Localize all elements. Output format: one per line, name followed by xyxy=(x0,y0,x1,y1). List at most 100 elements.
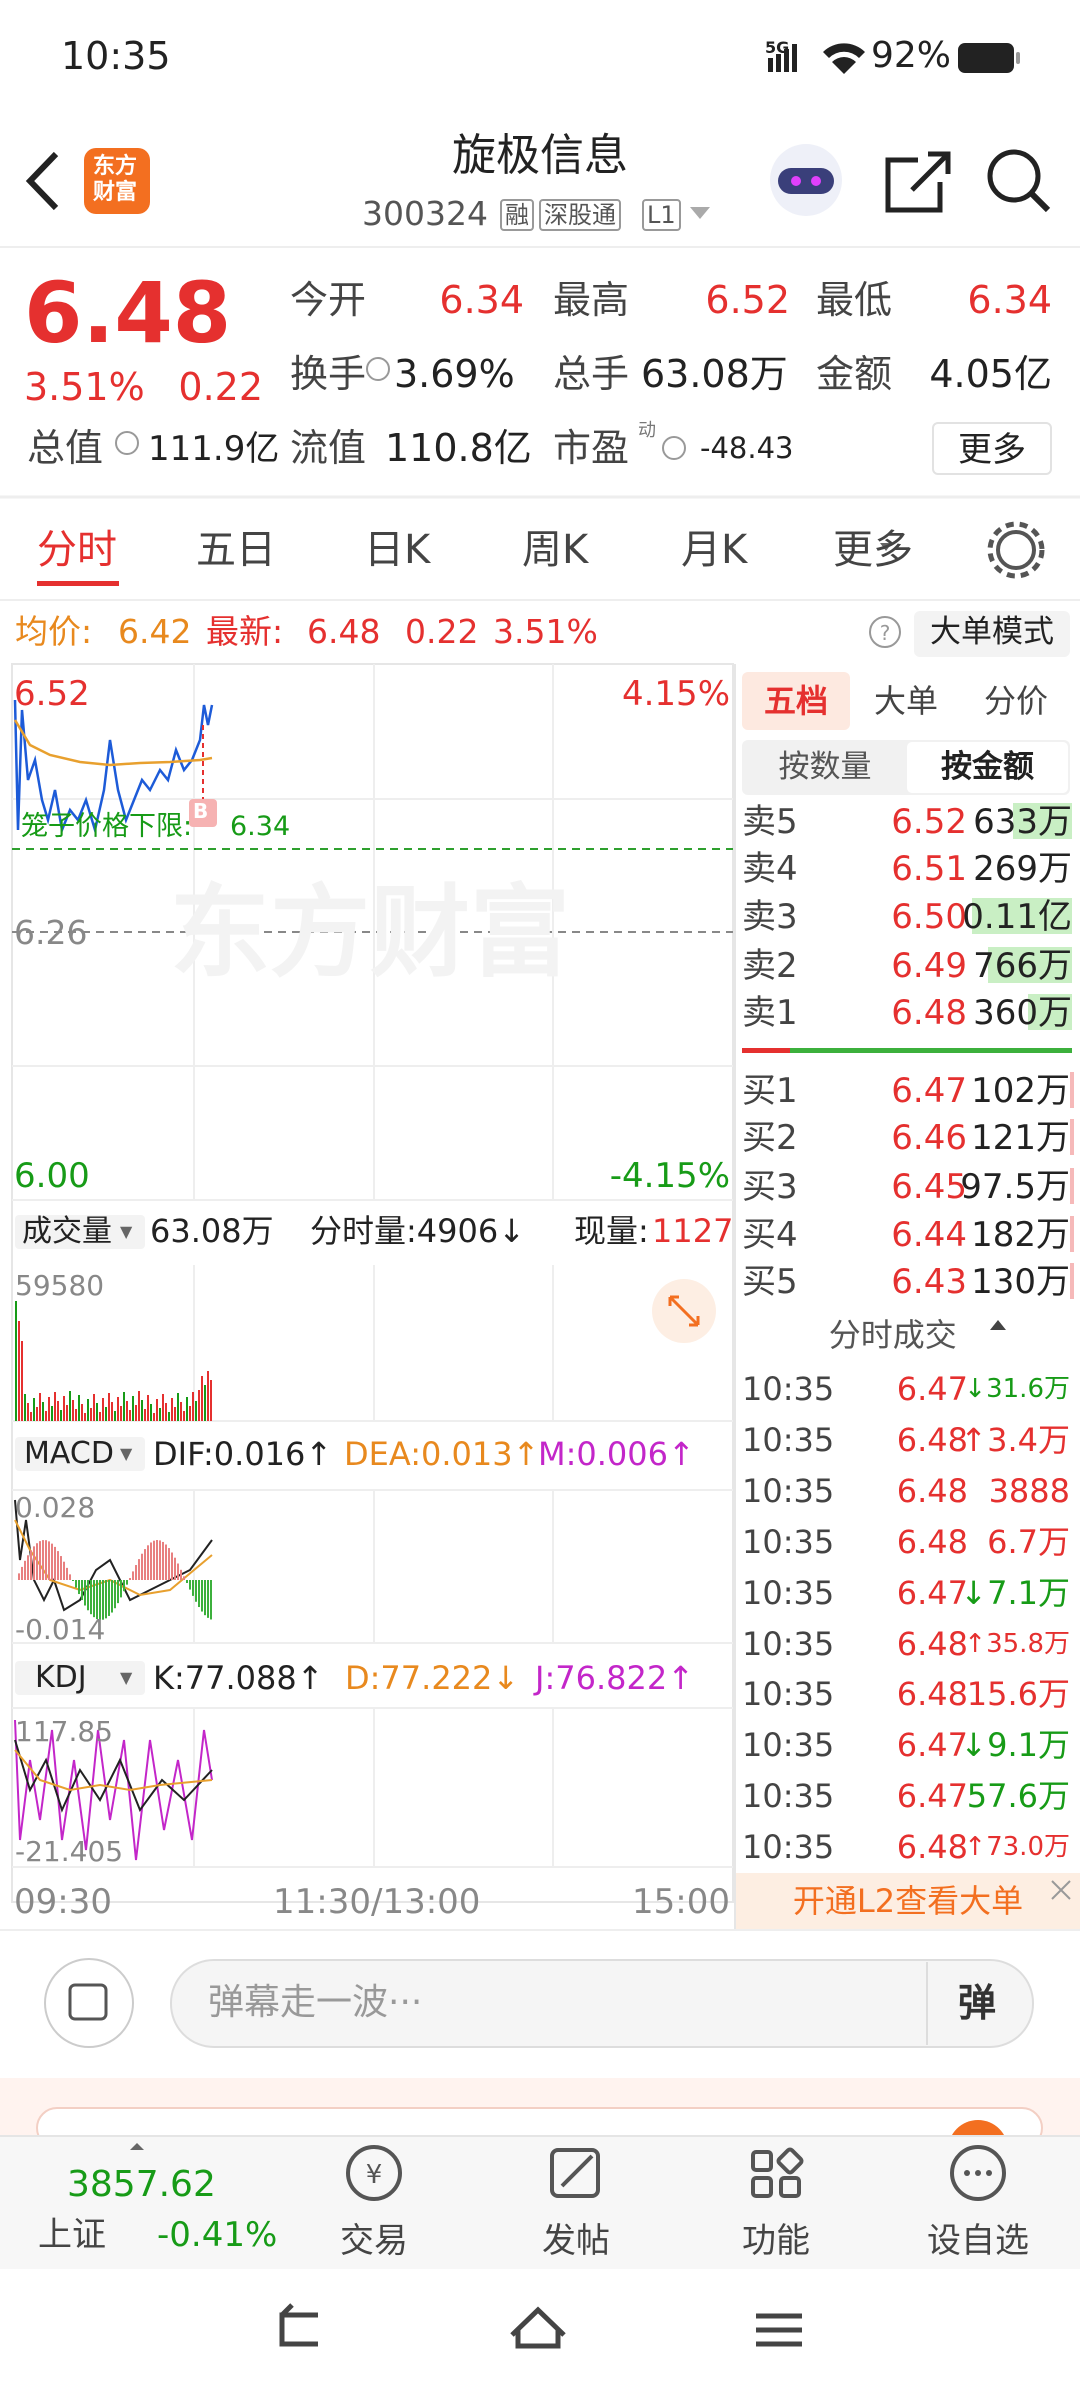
danmaku-button[interactable]: 弹 xyxy=(958,1981,997,2025)
trade-price: 6.48 xyxy=(896,1471,968,1510)
trade-price: 6.47 xyxy=(896,1573,968,1612)
nav-item[interactable]: 交易 xyxy=(340,2221,408,2261)
caret: ▼ xyxy=(120,1222,133,1241)
decor-bar xyxy=(18,1573,20,1580)
tab[interactable]: 日K xyxy=(364,527,431,573)
field-label: 今开 xyxy=(290,278,367,322)
change-pct: 3.51% xyxy=(24,365,145,409)
decor-bar xyxy=(201,1376,203,1421)
b-marker[interactable]: B xyxy=(193,799,209,823)
danmaku-input[interactable]: 弹幕走一波··· xyxy=(208,1982,423,2023)
high-pct: 4.15% xyxy=(621,674,730,714)
ask-volume: 0.11亿 xyxy=(962,897,1072,937)
ask-volume: 360万 xyxy=(973,993,1072,1033)
decor-bar xyxy=(138,1559,140,1580)
ask-label: 卖1 xyxy=(742,993,798,1033)
tab[interactable]: 月K xyxy=(681,527,748,573)
decor-bar xyxy=(159,1540,161,1580)
base: 6.26 xyxy=(14,913,88,952)
decor-bar xyxy=(192,1580,194,1596)
decor-bar xyxy=(90,1580,92,1615)
trade-price: 6.47 xyxy=(896,1726,968,1765)
trade-volume: 31.6万 xyxy=(986,1374,1070,1404)
decor-bar xyxy=(72,1580,74,1582)
decor-bar xyxy=(120,1580,122,1598)
field-value: 111.9亿 xyxy=(148,429,280,469)
decor-bar xyxy=(159,1408,161,1421)
volume-tick: 分时量:4906↓ xyxy=(310,1212,526,1250)
trade-price: 6.48 xyxy=(896,1420,968,1459)
field-value: 110.8亿 xyxy=(385,426,532,470)
selector[interactable]: 成交量 xyxy=(22,1214,112,1249)
selector[interactable]: KDJ xyxy=(35,1660,87,1695)
decor-bar xyxy=(210,1380,212,1421)
trade-direction: ↓ xyxy=(960,1726,988,1765)
decor-bar xyxy=(63,1561,65,1580)
tab[interactable]: 更多 xyxy=(833,527,913,573)
current: 1127 xyxy=(652,1212,734,1250)
l2-banner[interactable]: 开通L2查看大单 xyxy=(792,1882,1024,1920)
mode-tab[interactable]: 按数量 xyxy=(778,749,872,785)
nav-item[interactable]: 功能 xyxy=(742,2221,810,2261)
trade-time: 10:35 xyxy=(742,1675,835,1714)
trade-volume: 3.4万 xyxy=(987,1420,1070,1459)
more-button[interactable]: 更多 xyxy=(932,422,1052,475)
trade-volume-box: ↓7.1万 xyxy=(960,1577,1070,1609)
decor-bar xyxy=(138,1391,140,1421)
tab[interactable]: 五日 xyxy=(196,527,276,573)
decor-bar xyxy=(81,1580,83,1601)
caret: ▼ xyxy=(120,1444,133,1463)
trade-volume-box: ↓31.6万 xyxy=(964,1376,1070,1402)
nav-item[interactable]: 设自选 xyxy=(927,2221,1029,2261)
selector[interactable]: MACD xyxy=(24,1436,114,1471)
bid-price: 6.44 xyxy=(891,1215,967,1255)
book-tab[interactable]: 五档 xyxy=(763,682,828,720)
trade-time: 10:35 xyxy=(742,1522,835,1561)
decor-bar xyxy=(171,1552,173,1580)
bid-price: 6.46 xyxy=(891,1118,967,1158)
decor-bar xyxy=(120,1406,122,1421)
index-name[interactable]: 上证 xyxy=(38,2215,106,2255)
decor-bar xyxy=(30,1412,32,1421)
stock-code: 300324 xyxy=(362,194,488,233)
nav-item[interactable]: 发帖 xyxy=(542,2221,610,2261)
mode-tab[interactable]: 按金额 xyxy=(941,749,1034,785)
tab[interactable]: 分时 xyxy=(37,527,117,573)
decor-bar xyxy=(51,1406,53,1421)
trades-title-text: 分时成交 xyxy=(828,1316,957,1354)
mode-button[interactable]: 大单模式 xyxy=(930,614,1054,650)
trade-time: 10:35 xyxy=(742,1777,835,1816)
limit: 6.34 xyxy=(230,811,291,842)
index-value[interactable]: 3857.62 xyxy=(67,2164,216,2205)
decor-bar xyxy=(123,1580,125,1592)
index-change[interactable]: -0.41% xyxy=(157,2215,278,2255)
field-value: -48.43 xyxy=(700,431,794,465)
field-label: 市盈 xyxy=(553,426,630,470)
field-label: 最低 xyxy=(816,278,893,322)
book-tab[interactable]: 大单 xyxy=(873,682,938,720)
decor-bar xyxy=(84,1580,86,1606)
decor-bar xyxy=(78,1395,80,1421)
decor-bar xyxy=(27,1403,29,1421)
decor-bar xyxy=(60,1410,62,1421)
ask-price: 6.49 xyxy=(891,946,967,986)
logo-text[interactable]: 财富 xyxy=(93,180,138,205)
book-tab[interactable]: 分价 xyxy=(983,682,1048,720)
decor-bar xyxy=(111,1402,113,1421)
decor-bar xyxy=(93,1580,95,1618)
time-tick: 09:30 xyxy=(14,1882,112,1922)
decor-bar xyxy=(150,1542,152,1580)
avg-label: 均价: xyxy=(15,612,93,651)
decor-bar xyxy=(114,1411,116,1421)
avg: 6.42 xyxy=(118,612,192,651)
trade-volume-box: 57.6万 xyxy=(967,1780,1070,1812)
current-label: 现量: xyxy=(574,1212,649,1250)
bid-label: 买2 xyxy=(742,1118,798,1158)
tab[interactable]: 周K xyxy=(522,527,589,573)
logo-text[interactable]: 东方 xyxy=(93,154,138,179)
decor-bar xyxy=(21,1341,23,1421)
decor-bar xyxy=(132,1396,134,1421)
trade-time: 10:35 xyxy=(742,1828,835,1867)
decor-bar xyxy=(48,1541,50,1580)
decor-bar xyxy=(75,1409,77,1421)
